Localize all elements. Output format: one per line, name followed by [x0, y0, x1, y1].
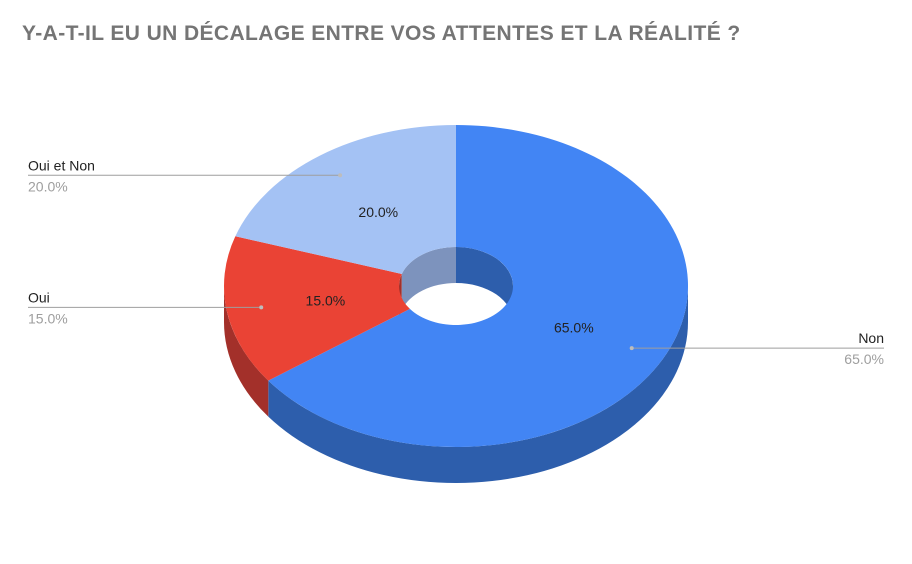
pie-inner-wall-oui-et-non: [401, 247, 456, 310]
slice-value-label-oui-et-non: 20.0%: [358, 204, 398, 220]
legend-pct-non: 65.0%: [844, 351, 884, 367]
legend-label-oui-et-non: Oui et Non: [28, 157, 95, 173]
pie-slice-oui-et-non[interactable]: [235, 124, 456, 274]
pie-labels: 65.0% Non 65.0% 15.0% Oui 15.0% 20.0% Oui et No…: [28, 157, 884, 367]
pie-slices: [223, 124, 689, 447]
legend-label-oui: Oui: [28, 289, 50, 305]
leader-dot-oui-et-non: [338, 173, 343, 178]
legend-pct-oui-et-non: 20.0%: [28, 178, 68, 194]
slice-value-label-oui: 15.0%: [306, 292, 346, 308]
pie-side-oui: [224, 286, 269, 417]
pie-side-non: [268, 286, 688, 483]
legend-label-non: Non: [858, 330, 884, 346]
pie-inner-wall-non: [456, 247, 513, 322]
pie-inner-wall: [399, 247, 513, 322]
pie-slice-non[interactable]: [268, 125, 689, 447]
chart-title: Y-A-T-IL EU UN DÉCALAGE ENTRE VOS ATTENT…: [22, 22, 741, 45]
pie-sides: [224, 286, 688, 483]
pie-slice-oui[interactable]: [223, 236, 410, 381]
leader-dot-non: [629, 346, 634, 351]
leader-dot-oui: [259, 305, 264, 310]
slice-value-label-non: 65.0%: [554, 320, 594, 336]
legend-pct-oui: 15.0%: [28, 310, 68, 326]
